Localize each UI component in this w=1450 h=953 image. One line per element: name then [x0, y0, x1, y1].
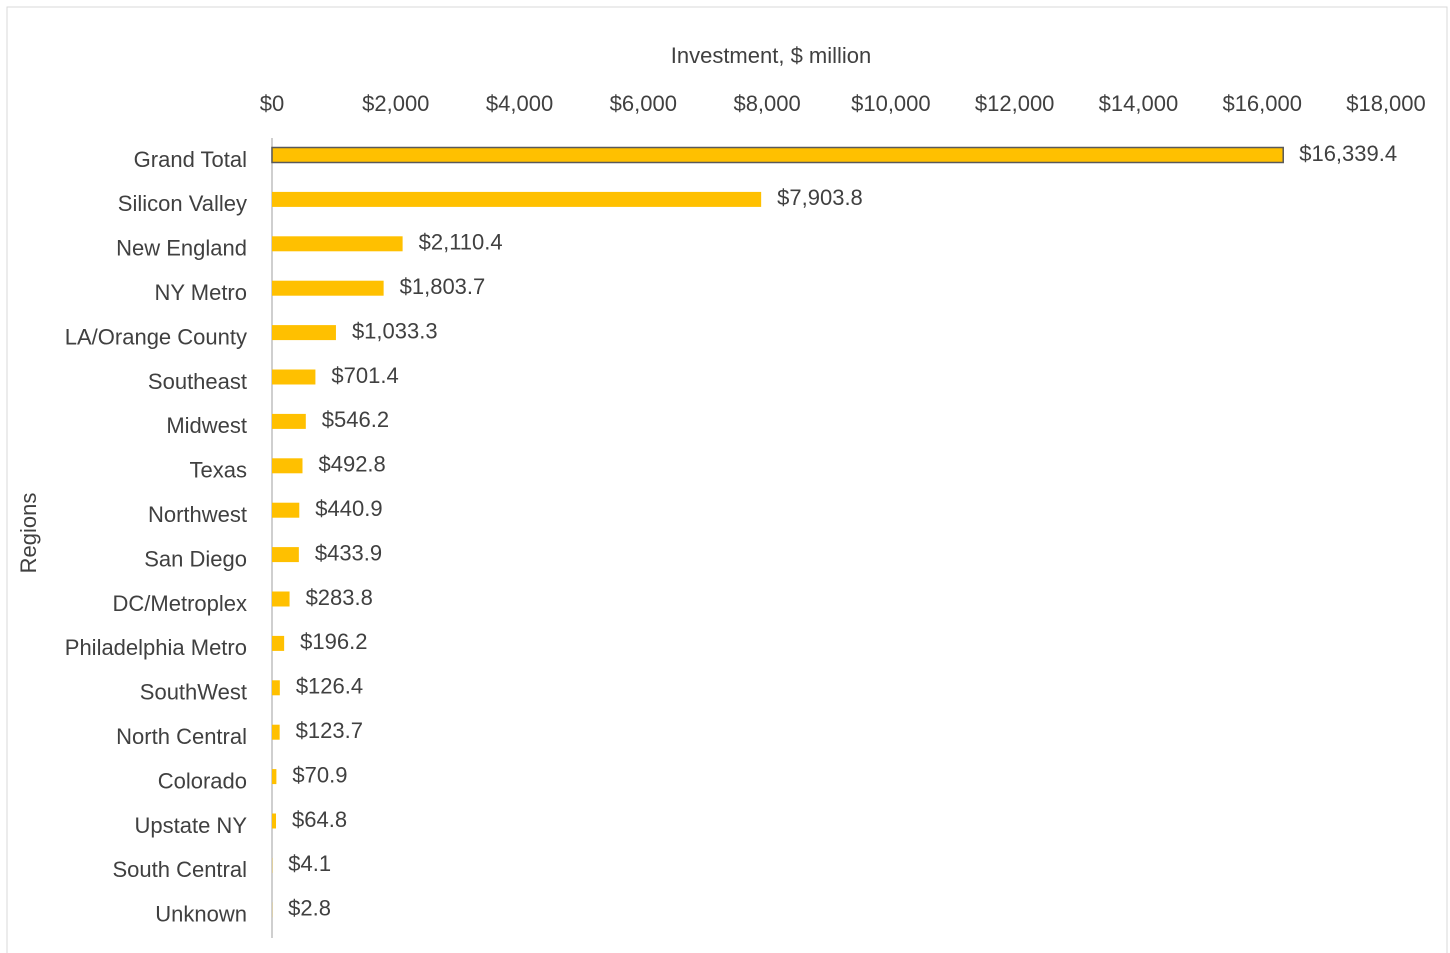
y-tick-label: Texas — [190, 458, 247, 483]
data-label: $701.4 — [331, 363, 398, 388]
bar — [271, 146, 1284, 164]
data-label: $546.2 — [322, 407, 389, 432]
data-label: $1,033.3 — [352, 318, 438, 343]
bar — [272, 280, 384, 296]
data-label: $440.9 — [315, 496, 382, 521]
y-tick-label: Philadelphia Metro — [65, 635, 247, 660]
chart-frame — [6, 6, 1448, 953]
y-tick-label: NY Metro — [154, 280, 247, 305]
bar — [272, 502, 300, 518]
x-tick-label: $14,000 — [1099, 91, 1179, 116]
x-tick-label: $6,000 — [610, 91, 677, 116]
data-label: $2,110.4 — [419, 230, 503, 255]
y-tick-label: Silicon Valley — [118, 191, 247, 216]
x-tick-label: $2,000 — [362, 91, 429, 116]
y-axis-title: Regions — [16, 493, 41, 574]
bar — [272, 635, 285, 651]
y-tick-label: SouthWest — [140, 680, 247, 705]
y-tick-label: Midwest — [166, 413, 247, 438]
y-tick-label: Colorado — [158, 768, 247, 793]
x-tick-label: $10,000 — [851, 91, 931, 116]
y-tick-label: LA/Orange County — [65, 324, 247, 349]
x-axis-title: Investment, $ million — [671, 43, 872, 68]
y-tick-label: Southeast — [148, 369, 247, 394]
y-tick-label: Northwest — [148, 502, 247, 527]
x-tick-label: $0 — [260, 91, 284, 116]
bar — [272, 325, 336, 341]
x-tick-label: $18,000 — [1346, 91, 1426, 116]
bar — [272, 724, 280, 740]
data-label: $70.9 — [292, 762, 347, 787]
x-tick-label: $4,000 — [486, 91, 553, 116]
y-tick-label: Grand Total — [134, 147, 247, 172]
y-tick-label: Unknown — [155, 902, 247, 927]
bar — [272, 547, 299, 563]
data-label: $1,803.7 — [400, 274, 486, 299]
bar — [272, 769, 277, 785]
bar — [272, 680, 280, 696]
data-label: $492.8 — [318, 452, 385, 477]
data-label: $196.2 — [300, 629, 367, 654]
bar — [272, 458, 303, 474]
x-tick-label: $16,000 — [1222, 91, 1302, 116]
y-tick-label: New England — [116, 236, 247, 261]
bar — [272, 191, 762, 207]
bar — [272, 236, 403, 252]
data-label: $123.7 — [296, 718, 363, 743]
bar — [272, 369, 316, 385]
y-tick-label: North Central — [116, 724, 247, 749]
data-label: $16,339.4 — [1299, 141, 1397, 166]
data-label: $433.9 — [315, 540, 382, 565]
y-tick-label: DC/Metroplex — [113, 591, 247, 616]
data-label: $2.8 — [288, 896, 331, 921]
x-tick-label: $12,000 — [975, 91, 1055, 116]
data-label: $126.4 — [296, 674, 363, 699]
y-tick-label: San Diego — [144, 546, 247, 571]
x-tick-label: $8,000 — [733, 91, 800, 116]
bar — [272, 413, 306, 429]
data-label: $4.1 — [288, 851, 331, 876]
bar — [272, 813, 277, 829]
data-label: $64.8 — [292, 807, 347, 832]
bar — [272, 591, 290, 607]
y-tick-label: South Central — [112, 857, 247, 882]
data-label: $283.8 — [306, 585, 373, 610]
y-tick-label: Upstate NY — [135, 813, 248, 838]
data-label: $7,903.8 — [777, 185, 863, 210]
